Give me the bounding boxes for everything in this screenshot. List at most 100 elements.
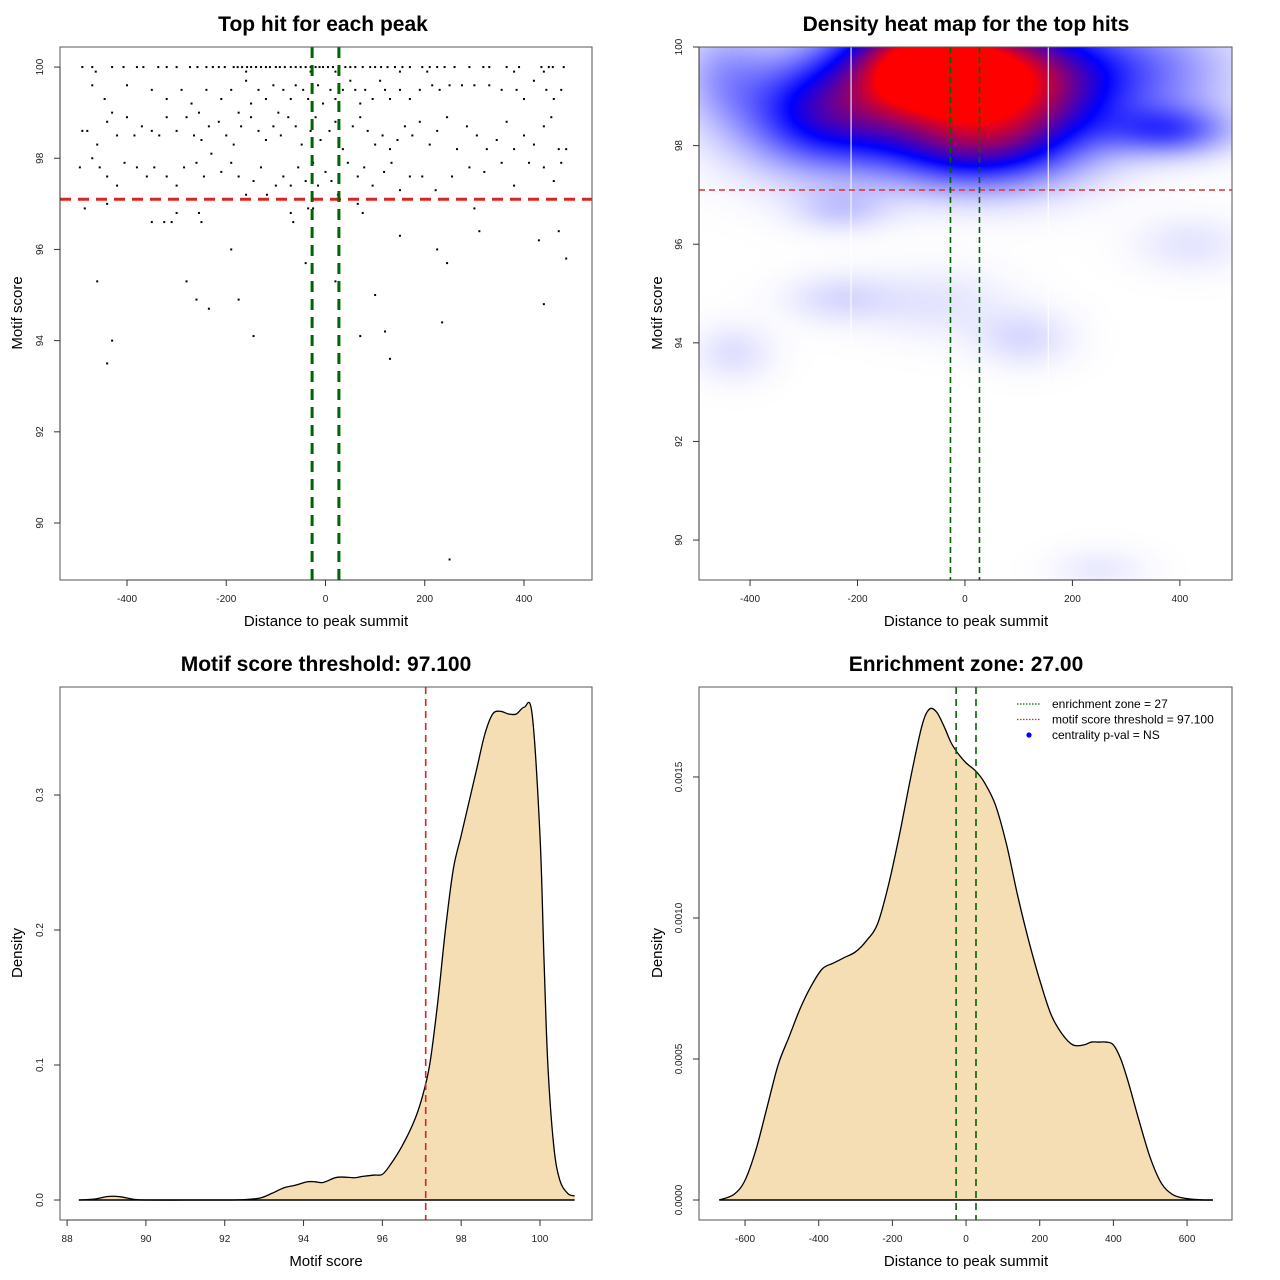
x-tick-label: 200 <box>416 594 433 605</box>
data-point <box>383 170 386 173</box>
data-point <box>200 139 203 142</box>
data-point <box>495 139 498 142</box>
data-point <box>163 221 166 224</box>
data-point <box>294 125 297 128</box>
data-point <box>485 148 488 151</box>
x-tick-label: 88 <box>62 1234 74 1245</box>
data-point <box>268 66 271 69</box>
data-point <box>448 84 451 87</box>
panel-distance-density: Enrichment zone: 27.00 -600 -400 -200 0 200 4… <box>649 653 1233 1270</box>
data-point <box>448 558 451 561</box>
data-point <box>513 184 516 187</box>
data-point <box>116 184 119 187</box>
data-point <box>518 66 521 69</box>
data-point <box>237 175 240 178</box>
data-point <box>287 116 290 119</box>
data-point <box>91 157 94 160</box>
y-tick-label: 92 <box>35 426 46 438</box>
data-point <box>289 97 292 100</box>
y-tick-label: 100 <box>674 38 685 55</box>
data-point <box>240 125 243 128</box>
y-tick-label: 98 <box>35 152 46 164</box>
data-point <box>274 184 277 187</box>
data-point <box>443 66 446 69</box>
data-point <box>180 88 183 91</box>
legend-item: centrality p-val = NS <box>1026 728 1160 742</box>
legend-label: motif score threshold = 97.100 <box>1052 713 1214 727</box>
plot-frame <box>59 46 593 581</box>
data-point <box>436 66 439 69</box>
data-point <box>398 70 401 73</box>
data-point <box>428 66 431 69</box>
data-point <box>106 175 109 178</box>
data-point <box>523 134 526 137</box>
legend-item: enrichment zone = 27 <box>1017 697 1168 711</box>
data-point <box>473 207 476 210</box>
data-point <box>264 66 267 69</box>
data-point <box>259 166 262 169</box>
data-point <box>232 66 235 69</box>
data-point <box>527 161 530 164</box>
data-point <box>515 88 518 91</box>
data-point <box>279 134 282 137</box>
data-point <box>361 211 364 214</box>
data-point <box>550 116 553 119</box>
data-point <box>317 84 320 87</box>
data-point <box>398 189 401 192</box>
data-point <box>473 84 476 87</box>
chart-title: Top hit for each peak <box>218 13 428 36</box>
data-point <box>230 88 233 91</box>
data-point <box>283 66 286 69</box>
data-point <box>165 175 168 178</box>
data-point <box>236 66 239 69</box>
data-point <box>505 120 508 123</box>
data-point <box>557 148 560 151</box>
x-tick-label: 100 <box>532 1234 549 1245</box>
data-point <box>483 170 486 173</box>
data-point <box>289 66 292 69</box>
panel-top-hit: Top hit for each peak -400 -200 0 200 400 90… <box>9 13 593 630</box>
data-point <box>349 79 352 82</box>
data-point <box>250 66 253 69</box>
x-tick-label: 0 <box>962 594 968 605</box>
data-point <box>374 66 377 69</box>
data-point <box>366 129 369 132</box>
y-axis-label: Density <box>649 927 666 978</box>
data-point <box>341 88 344 91</box>
y-axis: 0.0 0.1 0.2 0.3 <box>35 788 61 1207</box>
data-point <box>145 175 148 178</box>
x-tick-label: -400 <box>740 594 760 605</box>
data-point <box>453 66 456 69</box>
data-point <box>381 134 384 137</box>
data-point <box>421 66 424 69</box>
data-point <box>175 66 178 69</box>
data-point <box>403 125 406 128</box>
data-point <box>328 129 331 132</box>
data-point <box>421 175 424 178</box>
data-point <box>150 88 153 91</box>
data-point <box>304 66 307 69</box>
data-point <box>195 161 198 164</box>
data-point <box>237 111 240 114</box>
data-point <box>135 66 138 69</box>
data-point <box>241 66 244 69</box>
x-tick-label: 0 <box>963 1234 969 1245</box>
data-point <box>225 134 228 137</box>
data-point <box>111 339 114 342</box>
x-axis: 88 90 92 94 96 98 100 <box>62 1219 549 1245</box>
data-point <box>552 97 555 100</box>
data-point <box>142 66 145 69</box>
data-point <box>560 88 563 91</box>
data-point <box>460 84 463 87</box>
data-point <box>250 116 253 119</box>
data-point <box>78 166 81 169</box>
data-point <box>319 139 322 142</box>
data-point <box>441 321 444 324</box>
data-point <box>488 66 491 69</box>
chart-title: Enrichment zone: 27.00 <box>849 653 1084 676</box>
data-point <box>438 88 441 91</box>
data-point <box>532 143 535 146</box>
data-point <box>111 111 114 114</box>
data-point <box>537 239 540 242</box>
